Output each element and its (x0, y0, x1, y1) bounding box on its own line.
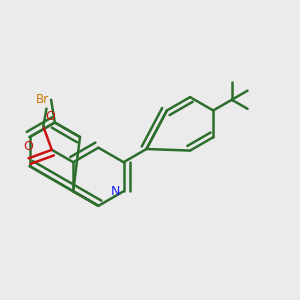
Text: N: N (111, 185, 120, 198)
Text: Br: Br (36, 93, 50, 106)
Text: O: O (45, 110, 55, 123)
Text: O: O (24, 140, 34, 153)
